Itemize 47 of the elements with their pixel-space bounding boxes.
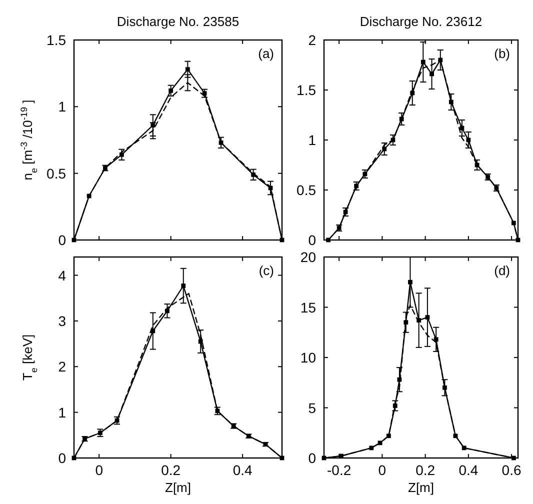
x-tick-label: 0 xyxy=(378,462,386,478)
y-tick-label: 1.5 xyxy=(46,32,66,48)
y-tick-label: 10 xyxy=(300,350,316,366)
y-tick-label: 3 xyxy=(58,312,66,329)
y-tick-label: 1 xyxy=(58,404,66,420)
point xyxy=(119,152,124,157)
point xyxy=(442,385,447,390)
y-tick-label: 2 xyxy=(308,32,316,48)
y-tick-label: 1.5 xyxy=(296,82,316,98)
point xyxy=(434,337,438,342)
point xyxy=(430,72,434,76)
y-tick-label: 0 xyxy=(308,450,316,466)
y-tick-label: 4 xyxy=(58,267,66,284)
y-tick-label: 20 xyxy=(300,249,316,265)
x-axis-title: Z[m] xyxy=(408,480,434,495)
x-tick-label: 0.2 xyxy=(416,462,436,478)
annotation: (a) xyxy=(258,46,274,61)
point xyxy=(408,280,412,284)
x-tick-label: 0.4 xyxy=(458,462,478,478)
annotation: (c) xyxy=(258,263,274,278)
y-tick-label: 0 xyxy=(58,450,66,466)
point xyxy=(181,284,186,288)
x-tick-label: 0 xyxy=(95,462,104,478)
chart-title: Discharge No. 23612 xyxy=(360,14,482,29)
y-tick-label: 5 xyxy=(308,400,316,416)
y-tick-label: 15 xyxy=(300,299,316,316)
x-tick-label: 0.2 xyxy=(161,462,181,478)
chart-title: Discharge No. 23585 xyxy=(116,14,240,29)
point xyxy=(466,138,471,142)
y-tick-label: 0.5 xyxy=(46,165,66,182)
y-tick-label: 1 xyxy=(308,132,316,148)
y-tick-label: 0 xyxy=(308,232,316,248)
x-axis-title: Z[m] xyxy=(165,480,191,495)
x-tick-label: 0.4 xyxy=(232,462,252,478)
point xyxy=(185,67,190,72)
x-tick-label: -0.2 xyxy=(327,462,352,478)
annotation: (b) xyxy=(494,46,510,61)
x-tick-label: 0.6 xyxy=(502,462,522,478)
y-tick-label: 0.5 xyxy=(296,182,316,198)
annotation: (d) xyxy=(494,263,510,278)
y-tick-label: 1 xyxy=(58,98,66,115)
point xyxy=(420,60,426,64)
point xyxy=(425,315,430,320)
point xyxy=(168,88,174,93)
y-tick-label: 0 xyxy=(58,232,66,248)
point xyxy=(386,434,391,438)
y-tick-label: 2 xyxy=(58,358,66,375)
